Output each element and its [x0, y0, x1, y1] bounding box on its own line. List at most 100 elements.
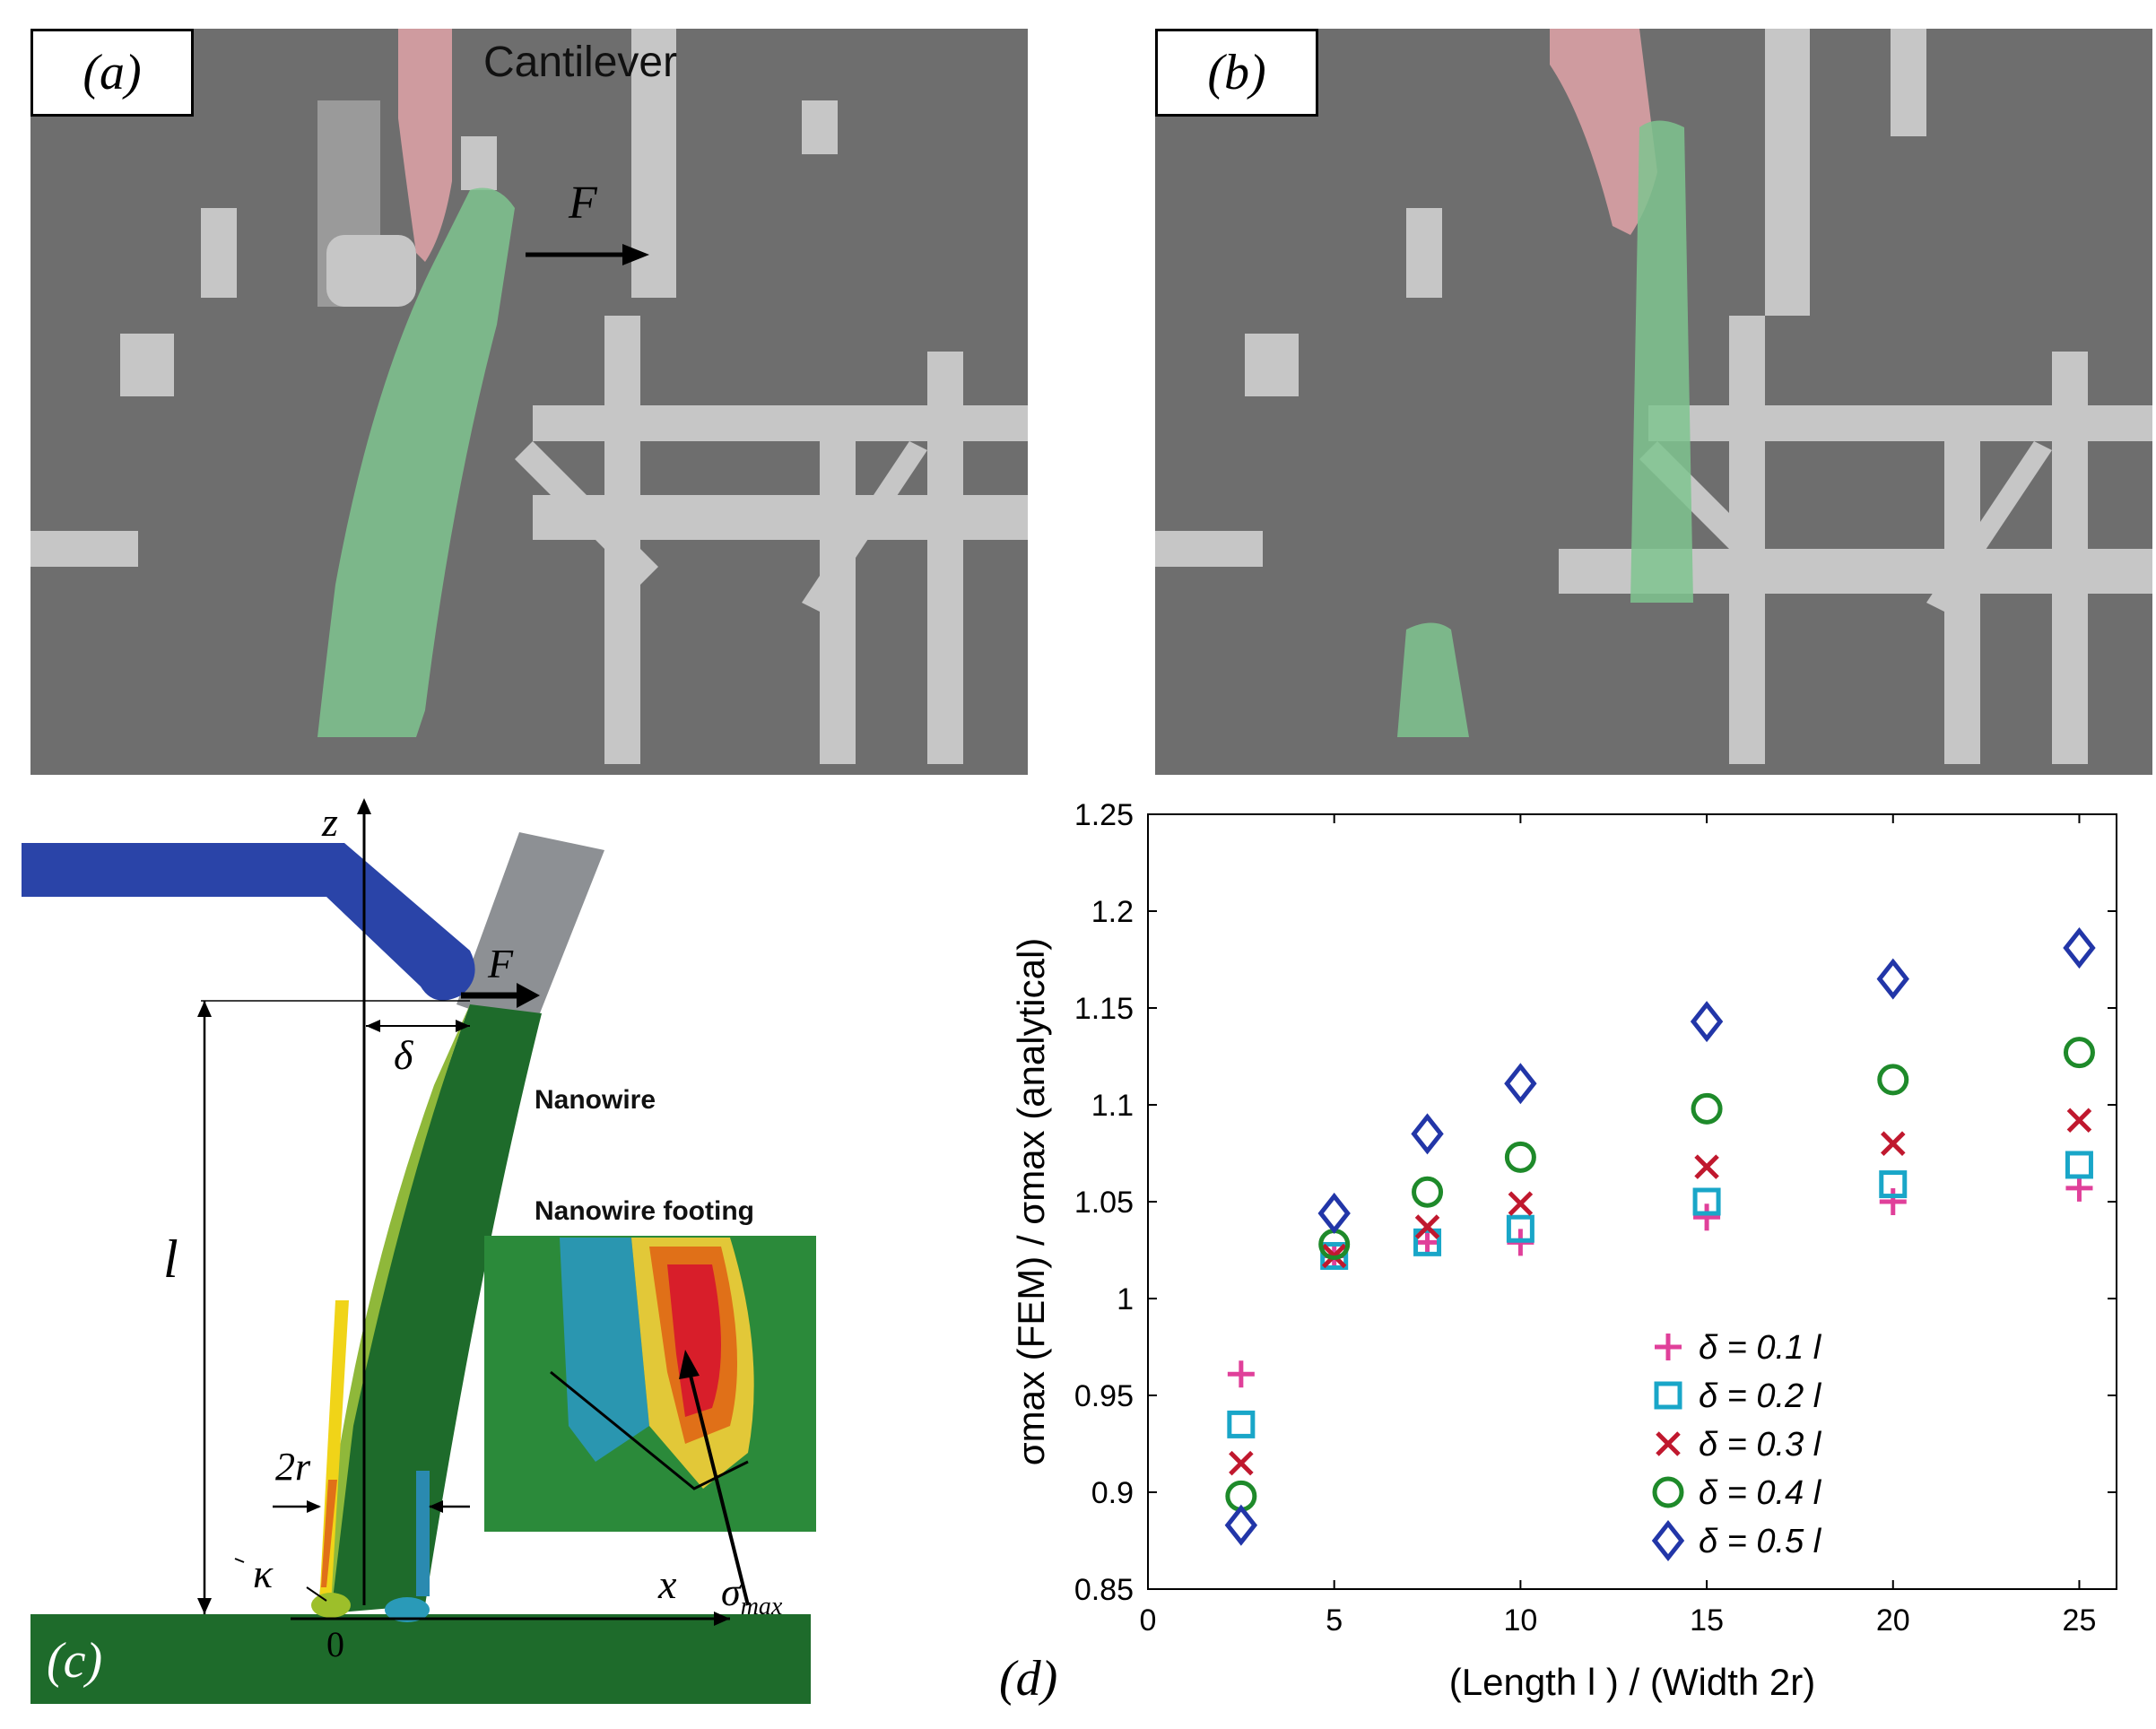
- series-5: [1224, 927, 2096, 1546]
- data-point: [1881, 1131, 1906, 1156]
- data-point: [2063, 1037, 2095, 1069]
- data-point: [1694, 1154, 1719, 1179]
- data-point: [1320, 1241, 1349, 1270]
- data-point: [1413, 1228, 1442, 1256]
- data-point: [1227, 1360, 1255, 1388]
- kappa-arrow: [306, 1586, 327, 1602]
- cantilever-tip: [1550, 29, 1657, 235]
- stress-orange: [321, 1480, 337, 1587]
- x-axis-label: x: [658, 1561, 677, 1607]
- substrate: [30, 1614, 811, 1704]
- sem-background: [30, 29, 1028, 775]
- legend-marker: [1656, 1431, 1681, 1456]
- sem-scene-b: [1155, 29, 2152, 764]
- data-point: [1506, 1214, 1534, 1243]
- data-point: [1412, 1176, 1444, 1208]
- x-tick-label: 25: [2063, 1603, 2097, 1638]
- plot-frame: [1147, 813, 2117, 1590]
- data-point: [1877, 1064, 1909, 1096]
- legend-label: δ = 0.2 l: [1699, 1377, 1822, 1415]
- panel-label: (a): [30, 29, 194, 117]
- y-tick-label: 1: [1117, 1282, 1134, 1316]
- data-point: [2063, 927, 2096, 969]
- panel-label: (c): [47, 1633, 103, 1689]
- nanowire-highlight: [317, 187, 515, 737]
- y-tick-label: 1.1: [1091, 1089, 1134, 1123]
- sigma-max-arrow: [688, 1371, 750, 1606]
- nanowire-broken-footing: [1397, 622, 1469, 737]
- panel-c-fem-schematic: z x F δ l 2r κ 0 Nanowire Nanowire footi…: [22, 798, 820, 1713]
- panel-d-chart: 0 5 10 15 20 25 0.85 0.9 0.95 1 1.05 1.1 1.15 1.2 1.25…: [960, 789, 2156, 1729]
- y-tick-label: 1.15: [1074, 992, 1134, 1026]
- panel-label: (d): [999, 1651, 1058, 1707]
- legend-marker: [1654, 1381, 1682, 1410]
- data-point: [1411, 1113, 1444, 1155]
- legend-label: δ = 0.4 l: [1699, 1474, 1822, 1512]
- sigma-max-label: σmax: [721, 1569, 782, 1621]
- fem-schematic: [22, 798, 816, 1704]
- x-tick-label: 15: [1690, 1603, 1724, 1638]
- data-point: [1691, 1092, 1723, 1125]
- x-axis-title: (Length l ) / (Width 2r): [1449, 1661, 1815, 1703]
- panel-b-sem-image: (b): [1155, 29, 2152, 775]
- legend-marker: [1652, 1476, 1684, 1508]
- data-point: [1317, 1192, 1351, 1234]
- series-1: [1227, 1174, 2093, 1388]
- nanowire-body: [317, 1004, 542, 1614]
- cantilever-tip: [398, 29, 452, 262]
- legend-label: δ = 0.3 l: [1699, 1426, 1822, 1464]
- sem-structures: [30, 29, 1028, 764]
- legend-marker: [1655, 1334, 1682, 1360]
- probe-block: [456, 832, 604, 1031]
- legend-label: δ = 0.1 l: [1699, 1329, 1822, 1367]
- origin-label: 0: [326, 1624, 344, 1664]
- data-point: [1876, 958, 1909, 1000]
- nanowire-label: Nanowire: [535, 1085, 656, 1115]
- series-2: [1227, 1151, 2093, 1438]
- cantilever-shape: [22, 843, 475, 1001]
- kappa-label: κ: [253, 1551, 274, 1596]
- scatter-chart: 0 5 10 15 20 25 0.85 0.9 0.95 1 1.05 1.1 1.15 1.2 1.25…: [1010, 798, 2117, 1703]
- data-point: [1224, 1504, 1258, 1546]
- data-point: [1504, 1063, 1537, 1105]
- y-tick-label: 1.05: [1074, 1186, 1134, 1220]
- y-tick-label: 1.25: [1074, 798, 1134, 832]
- data-point: [2065, 1151, 2093, 1179]
- data-point: [1227, 1410, 1256, 1438]
- stress-blue: [416, 1471, 430, 1596]
- force-label: F: [488, 941, 514, 986]
- sigma-symbol: σ: [721, 1570, 741, 1614]
- data-point: [1413, 1229, 1441, 1256]
- data-point: [1690, 1001, 1724, 1043]
- footing-label: Nanowire footing: [535, 1196, 754, 1226]
- data-point: [1879, 1170, 1908, 1199]
- sigma-subscript: max: [740, 1592, 783, 1620]
- data-point: [2065, 1174, 2093, 1202]
- width-label: 2r: [275, 1445, 311, 1489]
- length-label: l: [163, 1229, 178, 1289]
- cantilever-label: Cantilever: [483, 39, 678, 86]
- data-point: [1508, 1191, 1534, 1216]
- y-tick-label: 0.85: [1074, 1573, 1134, 1607]
- panel-label: (b): [1155, 29, 1318, 117]
- x-tick-label: 0: [1140, 1603, 1157, 1638]
- data-point: [1693, 1203, 1721, 1231]
- y-tick-label: 0.9: [1091, 1476, 1134, 1510]
- sem-scene-a: [30, 29, 1028, 764]
- footing-inset: [484, 1236, 816, 1606]
- z-axis-label: z: [322, 799, 338, 845]
- x-tick-label: 5: [1326, 1603, 1343, 1638]
- data-point: [1692, 1187, 1721, 1216]
- delta-label: δ: [394, 1032, 413, 1078]
- x-tick-label: 10: [1503, 1603, 1537, 1638]
- y-tick-label: 1.2: [1091, 895, 1134, 929]
- force-label: F: [569, 178, 597, 229]
- data-point: [1504, 1141, 1536, 1173]
- sem-structures: [1155, 29, 2152, 764]
- data-point: [1414, 1214, 1440, 1239]
- y-tick-label: 0.95: [1074, 1379, 1134, 1413]
- legend-marker: [1651, 1519, 1685, 1562]
- x-tick-label: 20: [1876, 1603, 1910, 1638]
- y-axis-title: σmax (FEM) / σmax (analytical): [1010, 938, 1052, 1466]
- data-point: [1229, 1450, 1254, 1476]
